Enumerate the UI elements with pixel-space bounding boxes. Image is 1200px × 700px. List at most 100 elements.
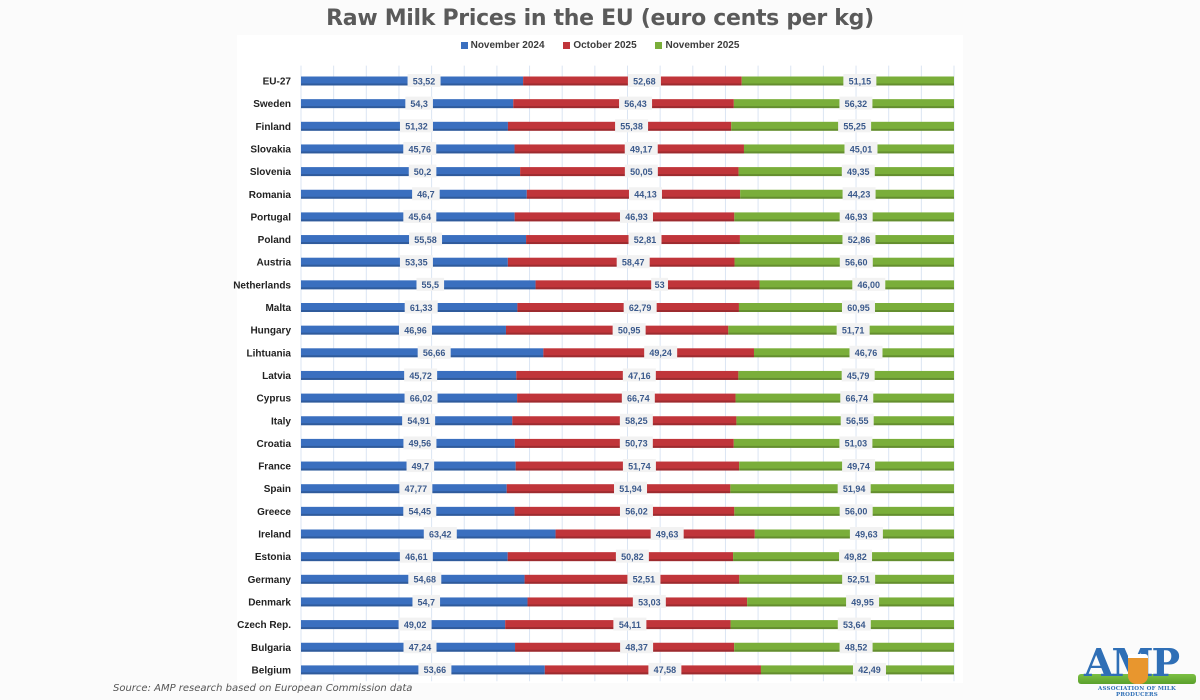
data-label: 54,3 [410,99,428,109]
data-label: 56,00 [845,507,868,517]
data-label: 47,24 [409,643,432,653]
data-label: 55,58 [414,235,437,245]
data-label: 45,79 [847,371,870,381]
amp-logo: AMP ASSOCIATION OF MILK PRODUCERS [1078,640,1196,698]
data-labels: 53,52 52,68 51,15 54,3 56,43 56,32 51,32 55,38 5… [398,74,886,676]
data-label-background [620,640,654,654]
data-label: 56,32 [845,99,868,109]
data-label-background [842,232,876,246]
data-label: 49,7 [412,461,430,471]
data-label: 52,86 [848,235,871,245]
data-label: 49,95 [851,597,874,607]
category-label: Slovenia [250,167,292,178]
category-label: Latvia [262,371,291,382]
data-label-background [399,255,433,269]
category-label: Portugal [250,212,291,223]
category-label: Greece [257,507,291,518]
data-label: 54,7 [417,597,435,607]
data-label: 66,02 [410,393,433,403]
data-label: 51,15 [849,76,872,86]
data-label: 53,03 [638,597,661,607]
data-label: 46,00 [858,280,881,290]
data-label-background [407,74,441,87]
data-label: 49,24 [649,348,672,358]
data-label: 42,49 [858,665,881,675]
legend-label-series-2: November 2025 [665,40,740,51]
category-label: Hungary [250,326,291,337]
data-label: 51,71 [842,325,865,335]
data-label-background [417,345,451,359]
category-label: EU-27 [263,77,292,88]
data-label: 46,61 [405,552,428,562]
data-label-background [405,96,433,110]
data-label: 53,64 [843,620,866,630]
legend-swatch-series-1 [563,41,571,49]
data-label-background [627,74,661,87]
data-label: 50,73 [625,439,648,449]
data-label-background [628,187,662,201]
chart-title: Raw Milk Prices in the EU (euro cents pe… [326,6,874,31]
data-label: 60,95 [847,303,870,313]
data-label: 46,93 [625,212,648,222]
category-label: Estonia [255,552,292,563]
data-label-background [839,255,873,269]
data-label: 48,37 [625,643,648,653]
data-label: 56,55 [846,416,869,426]
data-label-background [403,504,437,518]
data-label-background [842,459,876,473]
data-label: 49,63 [656,529,679,539]
data-label: 48,52 [845,643,868,653]
data-label-background [399,119,433,133]
category-label: Poland [258,235,291,246]
data-label-background [619,209,653,223]
data-label-background [404,368,438,382]
legend-label-series-0: November 2024 [470,40,545,51]
data-label-background [399,549,433,563]
data-label: 51,94 [619,484,642,494]
data-label-background [839,549,873,563]
data-label-background [632,594,666,608]
data-label-background [408,572,442,586]
data-label: 56,43 [624,99,647,109]
data-label-background [619,436,653,450]
data-label-background [842,187,876,201]
data-label: 61,33 [410,303,433,313]
logo-subtitle: ASSOCIATION OF MILK PRODUCERS [1098,686,1176,698]
data-label-background [416,277,445,291]
data-label: 56,66 [423,348,446,358]
legend-item-series-1: October 2025 [563,40,637,51]
data-label: 49,56 [409,439,432,449]
data-label-background [619,504,653,518]
bar-segment-shadow [535,287,760,290]
data-label: 47,77 [405,484,428,494]
data-label: 45,64 [409,212,432,222]
data-label: 51,03 [845,439,868,449]
data-label-background [399,481,433,495]
data-label: 46,76 [855,348,878,358]
data-label-background [622,459,656,473]
data-label: 45,76 [408,144,431,154]
bar-segment [535,280,760,290]
data-label: 53,66 [424,665,447,675]
data-label-background [839,640,873,654]
data-label-background [843,74,877,87]
data-label-background [624,164,658,178]
data-label-background [619,96,653,110]
data-label-background [403,436,437,450]
data-label-background [837,481,871,495]
data-label-background [842,572,876,586]
data-label-background [398,323,432,337]
data-label: 54,68 [414,575,437,585]
category-label: Slovakia [250,144,291,155]
category-label: Spain [264,484,291,495]
data-label-background [612,323,646,337]
data-label: 51,94 [843,484,866,494]
data-label-background [622,368,656,382]
data-label: 50,82 [621,552,644,562]
category-label: Belgium [252,665,292,676]
data-label-background [840,413,874,427]
data-label-background [841,368,875,382]
data-label-background [841,164,875,178]
legend-label-series-1: October 2025 [573,40,637,51]
data-label-background [849,527,883,540]
